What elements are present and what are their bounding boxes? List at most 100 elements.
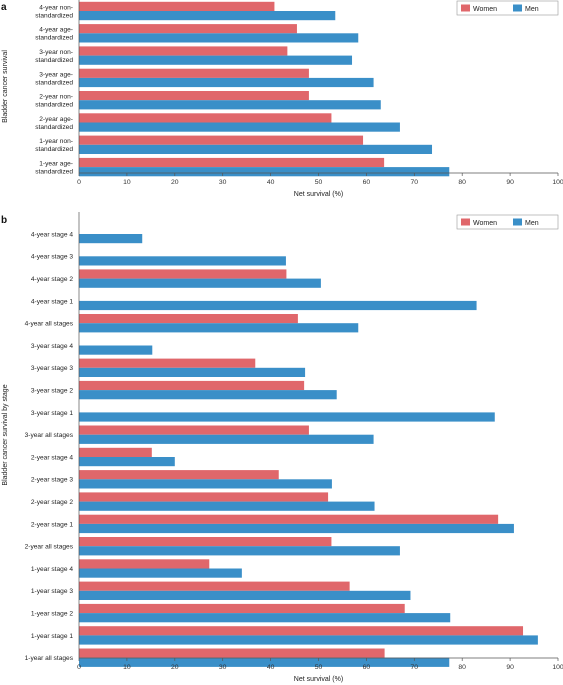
y-axis-title: Bladder cancer survival	[2, 50, 9, 123]
category-label: 3-year stage 4	[31, 343, 73, 350]
x-tick-label: 70	[411, 664, 419, 671]
x-tick-label: 50	[315, 179, 323, 186]
x-tick-label: 60	[363, 664, 371, 671]
bar-men	[79, 278, 321, 288]
bar-men	[79, 100, 381, 110]
category-label: 4-year non-standardized	[35, 4, 73, 19]
legend-label-women: Women	[473, 220, 497, 227]
category-label: 4-year age-standardized	[35, 27, 73, 42]
category-label: 1-year stage 1	[31, 633, 73, 640]
category-label: 4-year stage 2	[31, 276, 73, 283]
category-label: 1-year stage 2	[31, 611, 73, 618]
bar-men	[79, 657, 450, 667]
category-label: 1-year stage 3	[31, 588, 73, 595]
bar-women	[79, 157, 385, 168]
legend-swatch-men	[513, 4, 522, 12]
bar-women	[79, 559, 210, 569]
bar-men	[79, 457, 175, 467]
x-tick-label: 80	[458, 664, 466, 671]
bar-women	[79, 603, 405, 614]
bar-women	[79, 358, 256, 368]
category-label: 2-year non-standardized	[35, 94, 73, 109]
category-label: 3-year stage 2	[31, 388, 73, 395]
bar-men	[79, 300, 477, 311]
category-label: 3-year non-standardized	[35, 49, 73, 64]
bar-women	[79, 113, 332, 123]
bar-men	[79, 33, 359, 43]
y-axis-title: Bladder cancer survival by stage	[2, 384, 9, 485]
bar-women	[79, 46, 288, 56]
category-label: 1-year age-standardized	[35, 161, 73, 176]
bar-women	[79, 581, 350, 591]
bar-men	[79, 323, 359, 333]
bar-men	[79, 412, 495, 422]
panel-a: a 4-year non-standardized 4-year age-stand…	[1, 0, 563, 198]
bar-men	[79, 256, 286, 266]
x-tick-label: 60	[363, 179, 371, 186]
bar-men	[79, 613, 451, 623]
category-label: 2-year all stages	[25, 544, 74, 551]
bar-men	[79, 367, 306, 377]
x-tick-label: 10	[123, 664, 131, 671]
bar-men	[79, 122, 400, 132]
category-label: 3-year stage 1	[31, 410, 73, 417]
category-label: 3-year all stages	[25, 432, 74, 439]
x-tick-label: 30	[219, 179, 227, 186]
bar-women	[79, 24, 297, 34]
bar-women	[79, 1, 275, 11]
x-tick-label: 80	[458, 179, 466, 186]
bar-women	[79, 626, 524, 636]
bar-women	[79, 514, 499, 524]
category-label: 2-year stage 1	[31, 521, 73, 528]
bar-women	[79, 537, 332, 547]
bar-men	[79, 345, 153, 355]
panel-letter: b	[1, 215, 7, 226]
x-tick-label: 70	[411, 179, 419, 186]
x-tick-label: 100	[552, 664, 563, 671]
legend-swatch-women	[461, 218, 470, 226]
x-tick-label: 90	[506, 664, 514, 671]
bar-men	[79, 501, 375, 511]
x-tick-label: 0	[77, 664, 81, 671]
bar-men	[79, 635, 538, 645]
category-label: 1-year stage 4	[31, 566, 73, 573]
bar-men	[79, 11, 336, 21]
x-tick-label: 20	[171, 664, 179, 671]
x-tick-label: 40	[267, 179, 275, 186]
bar-women	[79, 648, 385, 658]
x-tick-label: 10	[123, 179, 131, 186]
category-label: 2-year age-standardized	[35, 116, 73, 131]
bar-women	[79, 447, 152, 457]
x-tick-label: 40	[267, 664, 275, 671]
bar-women	[79, 68, 309, 78]
bar-men	[79, 234, 143, 244]
category-label: 1-year all stages	[25, 655, 74, 662]
category-label: 4-year stage 1	[31, 298, 73, 305]
category-label: 4-year stage 3	[31, 254, 73, 261]
bar-women	[79, 470, 279, 480]
bar-men	[79, 479, 332, 489]
category-label: 3-year stage 3	[31, 365, 73, 372]
bar-women	[79, 380, 305, 391]
bar-women	[79, 492, 329, 502]
x-tick-label: 30	[219, 664, 227, 671]
x-tick-label: 50	[315, 664, 323, 671]
legend-swatch-women	[461, 4, 470, 12]
bar-men	[79, 77, 374, 88]
bar-women	[79, 135, 364, 145]
bar-men	[79, 523, 514, 534]
x-tick-label: 20	[171, 179, 179, 186]
panel-letter: a	[1, 2, 7, 13]
category-label: 2-year stage 2	[31, 499, 73, 506]
bar-men	[79, 434, 374, 444]
bar-men	[79, 590, 411, 600]
bar-men	[79, 568, 242, 578]
bar-women	[79, 91, 309, 101]
x-axis-title: Net survival (%)	[294, 676, 343, 683]
legend-swatch-men	[513, 218, 522, 226]
x-tick-label: 0	[77, 179, 81, 186]
legend: Women Men	[456, 0, 559, 16]
bar-women	[79, 425, 309, 435]
category-label: 2-year stage 3	[31, 477, 73, 484]
